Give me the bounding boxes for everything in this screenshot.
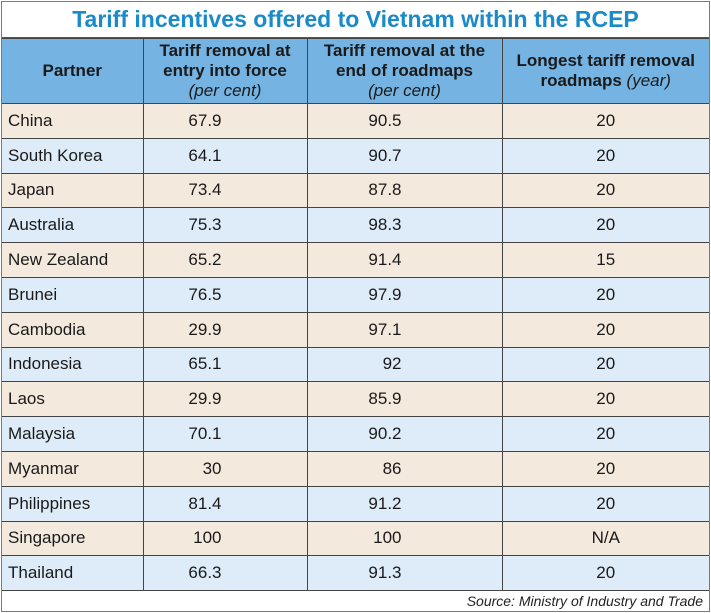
years-cell: 20 (501, 346, 709, 383)
entry-value-cell: 29.9 (142, 381, 308, 418)
years-cell: 20 (501, 450, 709, 487)
years-cell: N/A (501, 520, 709, 557)
entry-value-cell: 65.2 (142, 242, 308, 278)
end-value-cell: 91.2 (306, 485, 503, 522)
partner-cell: Philippines (2, 485, 144, 522)
years-cell: 20 (501, 416, 709, 452)
years-cell: 20 (501, 103, 709, 139)
header-unit: (per cent) (188, 81, 262, 100)
partner-cell: Malaysia (2, 416, 144, 452)
partner-cell: Singapore (2, 520, 144, 557)
end-value-cell: 90.5 (306, 103, 503, 139)
table-row: Brunei 76.5 97.9 20 (2, 276, 709, 313)
end-value-cell: 91.3 (306, 555, 503, 592)
table-row: China 67.9 90.5 20 (2, 103, 709, 139)
partner-cell: Laos (2, 381, 144, 418)
table-row: Myanmar 30 86 20 (2, 450, 709, 487)
entry-value-cell: 64.1 (142, 137, 308, 174)
partner-cell: Thailand (2, 555, 144, 592)
partner-cell: Myanmar (2, 450, 144, 487)
end-value-cell: 97.1 (306, 311, 503, 348)
header-entry: Tariff removal at entry into force (per c… (142, 38, 308, 104)
end-value-cell: 91.4 (306, 242, 503, 278)
end-value-cell: 98.3 (306, 207, 503, 244)
header-label: Partner (42, 61, 103, 80)
partner-cell: Indonesia (2, 346, 144, 383)
table-row: Indonesia 65.1 92 20 (2, 346, 709, 383)
table-title: Tariff incentives offered to Vietnam wit… (2, 2, 709, 38)
end-value-cell: 97.9 (306, 276, 503, 313)
entry-value-cell: 76.5 (142, 276, 308, 313)
partner-cell: Japan (2, 172, 144, 209)
partner-cell: Australia (2, 207, 144, 244)
years-cell: 20 (501, 381, 709, 418)
end-value-cell: 90.7 (306, 137, 503, 174)
partner-cell: Brunei (2, 276, 144, 313)
years-cell: 15 (501, 242, 709, 278)
partner-cell: New Zealand (2, 242, 144, 278)
entry-value-cell: 73.4 (142, 172, 308, 209)
table-row: Australia 75.3 98.3 20 (2, 207, 709, 244)
header-label: Tariff removal at the end of roadmaps (323, 41, 486, 80)
years-cell: 20 (501, 137, 709, 174)
years-cell: 20 (501, 276, 709, 313)
years-cell: 20 (501, 555, 709, 592)
entry-value-cell: 30 (142, 450, 308, 487)
end-value-cell: 87.8 (306, 172, 503, 209)
header-partner: Partner (2, 38, 144, 104)
table-row: New Zealand 65.2 91.4 15 (2, 242, 709, 278)
table-row: South Korea 64.1 90.7 20 (2, 137, 709, 174)
years-cell: 20 (501, 311, 709, 348)
table-row: Thailand 66.3 91.3 20 (2, 555, 709, 592)
partner-cell: Cambodia (2, 311, 144, 348)
end-value-cell: 92 (306, 346, 503, 383)
table-row: Philippines 81.4 91.2 20 (2, 485, 709, 522)
header-longest: Longest tariff removal roadmaps (year) (501, 38, 709, 104)
partner-cell: China (2, 103, 144, 139)
table-row: Japan 73.4 87.8 20 (2, 172, 709, 209)
entry-value-cell: 66.3 (142, 555, 308, 592)
table-row: Singapore 100 100 N/A (2, 520, 709, 557)
table-row: Laos 29.9 85.9 20 (2, 381, 709, 418)
table-row: Cambodia 29.9 97.1 20 (2, 311, 709, 348)
end-value-cell: 100 (306, 520, 503, 557)
header-row: Partner Tariff removal at entry into for… (2, 38, 709, 104)
source-note: Source: Ministry of Industry and Trade (466, 593, 703, 610)
entry-value-cell: 67.9 (142, 103, 308, 139)
entry-value-cell: 70.1 (142, 416, 308, 452)
end-value-cell: 90.2 (306, 416, 503, 452)
entry-value-cell: 81.4 (142, 485, 308, 522)
table-row: Malaysia 70.1 90.2 20 (2, 416, 709, 452)
entry-value-cell: 65.1 (142, 346, 308, 383)
entry-value-cell: 75.3 (142, 207, 308, 244)
header-unit: (per cent) (368, 81, 441, 100)
years-cell: 20 (501, 172, 709, 209)
header-end: Tariff removal at the end of roadmaps (pe… (306, 38, 503, 104)
header-unit: (year) (626, 71, 671, 90)
header-label: Tariff removal at entry into force (159, 41, 291, 80)
partner-cell: South Korea (2, 137, 144, 174)
years-cell: 20 (501, 207, 709, 244)
tariff-table: Partner Tariff removal at entry into for… (2, 38, 709, 592)
entry-value-cell: 29.9 (142, 311, 308, 348)
entry-value-cell: 100 (142, 520, 308, 557)
years-cell: 20 (501, 485, 709, 522)
end-value-cell: 85.9 (306, 381, 503, 418)
end-value-cell: 86 (306, 450, 503, 487)
header-label: Longest tariff removal roadmaps (516, 51, 696, 90)
